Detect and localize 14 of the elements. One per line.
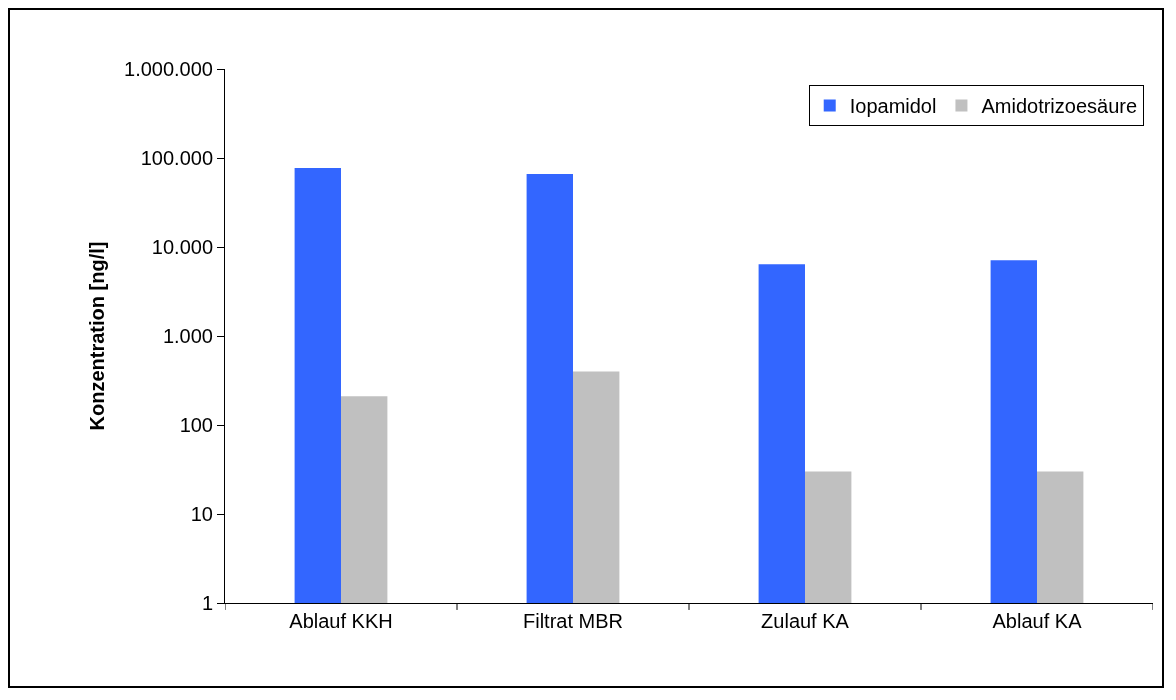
y-tick-label: 10 (190, 503, 213, 525)
x-tick-label: Ablauf KA (992, 610, 1083, 632)
x-tick-label: Ablauf KKH (289, 610, 393, 632)
legend-label: Iopamidol (849, 95, 937, 118)
x-tick-label: Zulauf KA (761, 610, 850, 632)
x-tick-label: Filtrat MBR (523, 610, 623, 632)
y-tick-label: 10.000 (151, 236, 213, 258)
y-tick-label: 1.000 (162, 325, 213, 347)
y-axis-title: Konzentration [ng/l] (85, 241, 108, 431)
y-tick-label: 100 (179, 414, 213, 436)
y-tick-label: 1 (201, 592, 213, 614)
legend-label: Amidotrizoesäure (981, 95, 1138, 118)
y-tick-label: 100.000 (140, 147, 213, 169)
y-tick-label: 1.000.000 (124, 58, 213, 80)
